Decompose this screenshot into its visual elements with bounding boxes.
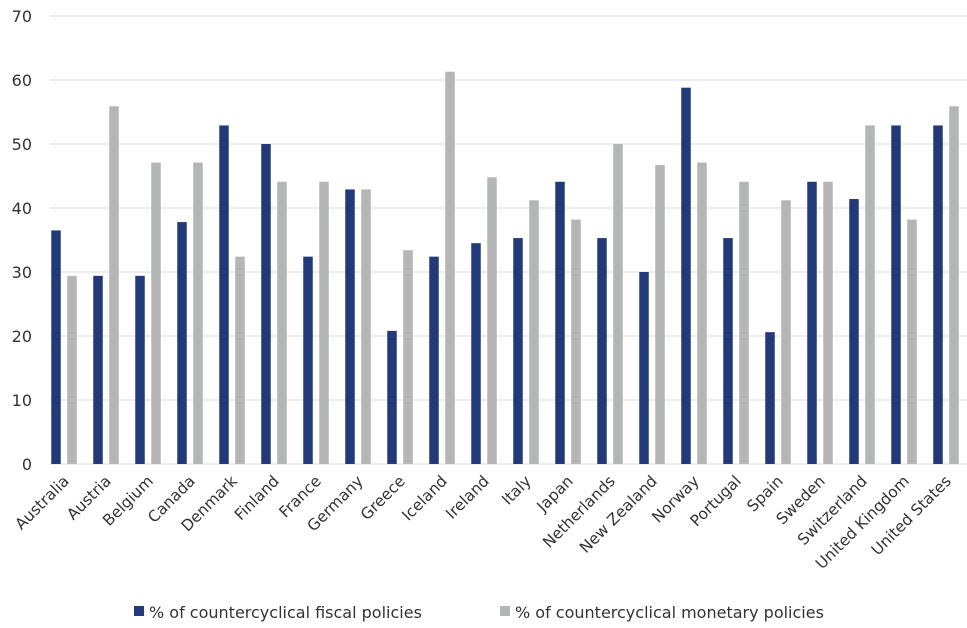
fiscal-bar-finland [261,144,271,464]
monetary-bar-new-zealand [655,165,665,464]
monetary-bar-united-kingdom [907,219,917,464]
y-axis-ticks: 0 10 20 30 40 50 60 70 [12,7,32,474]
legend-swatch-monetary [500,606,510,616]
legend: % of countercyclical fiscal policies % of… [134,603,824,622]
fiscal-bar-japan [555,181,565,464]
monetary-bar-sweden [823,181,833,464]
fiscal-bar-portugal [723,238,733,464]
fiscal-bar-ireland [471,243,481,464]
x-tick-label: Finland [231,472,283,524]
bars [51,71,959,465]
monetary-bar-united-states [949,106,959,465]
fiscal-bar-greece [387,330,397,464]
legend-swatch-fiscal [134,606,144,616]
x-axis-labels: AustraliaAustriaBelgiumCanadaDenmarkFinl… [12,472,955,573]
y-tick-label: 10 [12,391,32,410]
fiscal-bar-united-states [933,125,943,464]
y-tick-label: 70 [12,7,32,26]
monetary-bar-norway [697,162,707,464]
y-tick-label: 40 [12,199,32,218]
fiscal-bar-netherlands [597,238,607,464]
monetary-bar-austria [109,106,119,465]
legend-label-monetary: % of countercyclical monetary policies [515,603,824,622]
x-tick-label: Ireland [442,472,493,523]
fiscal-bar-switzerland [849,199,859,465]
y-tick-label: 60 [12,71,32,90]
monetary-bar-spain [781,200,791,464]
fiscal-bar-belgium [135,275,145,464]
monetary-bar-iceland [445,71,455,465]
fiscal-bar-canada [177,222,187,464]
monetary-bar-greece [403,250,413,464]
monetary-bar-portugal [739,181,749,464]
fiscal-bar-italy [513,238,523,464]
monetary-bar-canada [193,162,203,464]
monetary-bar-france [319,181,329,464]
fiscal-bar-spain [765,332,775,464]
fiscal-bar-sweden [807,181,817,464]
y-tick-label: 30 [12,263,32,282]
fiscal-bar-france [303,256,313,464]
fiscal-bar-australia [51,230,61,464]
x-tick-label: Greece [357,472,409,524]
monetary-bar-germany [361,189,371,464]
fiscal-bar-united-kingdom [891,125,901,464]
x-tick-label: Italy [498,472,535,509]
monetary-bar-ireland [487,177,497,464]
y-tick-label: 20 [12,327,32,346]
gridlines [50,15,967,465]
x-tick-label: Australia [12,472,73,533]
y-tick-label: 50 [12,135,32,154]
x-tick-label: Iceland [398,472,450,524]
monetary-bar-belgium [151,162,161,464]
monetary-bar-finland [277,181,287,464]
fiscal-bar-austria [93,275,103,464]
monetary-bar-japan [571,219,581,464]
fiscal-bar-denmark [219,125,229,464]
fiscal-bar-norway [681,87,691,465]
monetary-bar-netherlands [613,144,623,464]
monetary-bar-denmark [235,256,245,464]
fiscal-bar-new-zealand [639,272,649,464]
monetary-bar-australia [67,275,77,464]
monetary-bar-switzerland [865,125,875,464]
legend-label-fiscal: % of countercyclical fiscal policies [149,603,422,622]
fiscal-bar-iceland [429,256,439,464]
y-tick-label: 0 [22,455,32,474]
fiscal-bar-germany [345,189,355,464]
monetary-bar-italy [529,200,539,464]
